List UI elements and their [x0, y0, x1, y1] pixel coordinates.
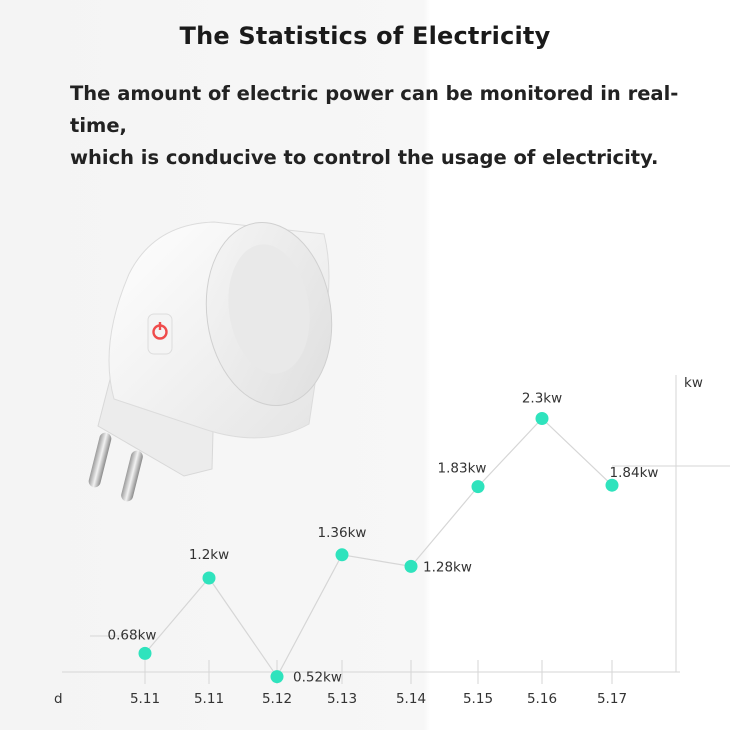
x-tick-label: 5.11 — [194, 691, 224, 707]
data-points — [138, 412, 619, 684]
x-tick-label: 5.16 — [527, 691, 557, 707]
plug-pins — [88, 432, 143, 502]
x-tick-label: 5.17 — [597, 691, 627, 707]
data-label: 1.83kw — [438, 461, 487, 477]
x-tick-label: 5.11 — [130, 691, 160, 707]
subtitle-line-1: The amount of electric power can be moni… — [70, 82, 679, 137]
data-point — [535, 412, 549, 425]
chart-axes — [62, 375, 730, 673]
power-button-icon — [147, 313, 173, 355]
subtitle-line-2: which is conducive to control the usage … — [70, 146, 659, 169]
data-point — [404, 559, 418, 573]
data-labels: 0.68kw 1.2kw 0.52kw 1.36kw 1.28kw 1.83kw 2.3kw… — [108, 391, 659, 686]
data-label: 0.52kw — [293, 670, 342, 686]
data-label: 0.68kw — [108, 627, 157, 643]
x-tick-label: 5.13 — [327, 691, 357, 707]
x-axis-label: d — [54, 691, 63, 707]
x-tick-label: 5.14 — [396, 691, 426, 707]
data-label: 2.3kw — [522, 391, 562, 407]
data-label: 1.36kw — [318, 525, 367, 541]
page-title: The Statistics of Electricity — [179, 22, 551, 50]
smart-plug-illustration — [88, 221, 333, 502]
y-axis-label: kw — [684, 375, 703, 391]
x-tick-label: 5.15 — [463, 691, 493, 707]
data-point — [270, 670, 284, 684]
data-point — [471, 480, 485, 494]
data-point — [335, 548, 349, 562]
page-subtitle: The amount of electric power can be moni… — [70, 78, 720, 174]
x-tick-label: 5.12 — [262, 691, 292, 707]
data-label: 1.2kw — [189, 547, 229, 563]
data-point — [605, 478, 619, 492]
data-point — [138, 646, 152, 660]
series-line — [144, 417, 613, 678]
data-label: 1.28kw — [423, 559, 472, 575]
x-ticks: 5.11 5.11 5.12 5.13 5.14 5.15 5.16 5.17 — [130, 660, 627, 707]
data-point — [202, 571, 216, 585]
series-polyline — [144, 417, 613, 678]
data-label: 1.84kw — [610, 465, 659, 481]
